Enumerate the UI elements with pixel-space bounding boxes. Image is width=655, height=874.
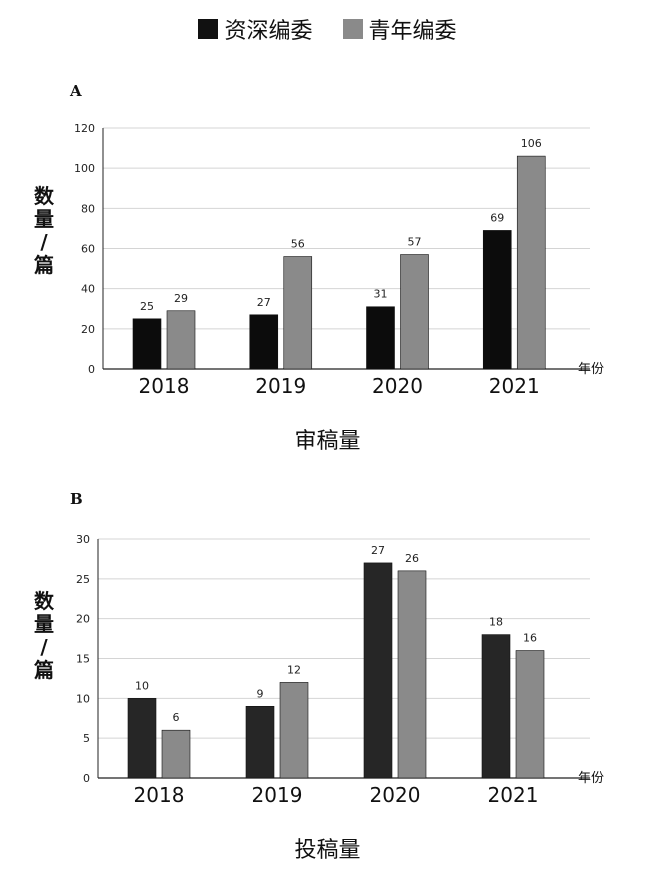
panel-a-ylabel-char: / [40,230,48,254]
panel-a-bar-junior [516,155,546,370]
panel-b-category-label: 2021 [488,783,539,807]
panel-a-letter: A [70,82,82,100]
panel-a-bar-value-label: 29 [174,292,188,305]
panel-a-bar-value-label: 57 [408,236,422,249]
panel-a-ytick-label: 80 [81,202,95,215]
legend-label-junior: 青年编委 [368,19,457,44]
panel-b-ylabel-char: 数 [34,589,54,613]
panel-b-bar-value-label: 10 [135,679,149,692]
panel-a-bar-value-label: 106 [521,137,542,150]
panel-b-bar-value-label: 9 [257,687,264,700]
panel-b-ytick-label: 0 [83,772,90,785]
panel-b-ylabel-char: / [40,635,48,659]
panel-b-letter: B [70,490,83,508]
panel-a-category-label: 2021 [489,374,540,398]
panel-b-bar-senior [363,562,393,779]
panel-a-bar-value-label: 25 [140,300,154,313]
legend-item-senior: 资深编委 [198,13,313,45]
legend-item-junior: 青年编委 [342,13,457,45]
panel-a-bar-senior [366,306,395,370]
panel-b-ytick-label: 5 [83,732,90,745]
panel-a-category-label: 2020 [372,374,423,398]
panel-b-bar-value-label: 27 [371,544,385,557]
panel-b-ytick-label: 25 [76,573,90,586]
panel-b-bar-value-label: 12 [287,663,301,676]
panel-a-ytick-label: 20 [81,323,95,336]
panel-b-ylabel-char: 篇 [34,658,54,682]
panel-a-bar-junior [283,256,313,370]
panel-a-ytick-label: 60 [81,243,95,256]
panel-a-bar-junior [400,254,429,370]
panel-b-x-unit: 年份 [578,771,604,786]
panel-a-category-label: 2018 [139,374,190,398]
panel-b-bar-senior [481,634,511,779]
panel-b-category-label: 2020 [370,783,421,807]
panel-a-ylabel-char: 篇 [34,253,54,277]
panel-b-bar-junior [161,729,191,779]
panel-a-bar-senior [249,314,279,370]
panel-a-ytick-label: 120 [74,122,95,135]
legend-swatch-junior [342,19,363,39]
panel-b-bar-junior [397,570,427,779]
panel-b-ytick-label: 30 [76,533,90,546]
panel-a-ytick-label: 0 [88,363,95,376]
panel-b-bar-senior [127,698,157,779]
panel-b-chart: 0 5 10 15 20 25 30 年份 10 6 2018 9 12 2019 27 26 2020 18 16… [76,533,604,807]
legend: 资深编委 青年编委 [0,12,655,46]
panel-b-bar-value-label: 26 [405,552,419,565]
panel-a-caption: 审稿量 [294,429,361,454]
panel-a-bar-junior [166,310,196,370]
panel-b-ytick-label: 10 [76,692,90,705]
panel-b-ylabel-char: 量 [34,612,54,636]
panel-b-caption: 投稿量 [294,838,361,863]
panel-a-bar-value-label: 27 [257,296,271,309]
panel-b-bar-junior [279,682,309,779]
panel-b-ylabel: 数 量 / 篇 [32,590,56,682]
panel-a-ylabel-char: 量 [34,207,54,231]
panel-b-ytick-label: 20 [76,613,90,626]
panel-b-bar-senior [245,705,275,779]
panel-b-category-label: 2018 [134,783,185,807]
panel-a-x-unit: 年份 [578,362,604,377]
legend-swatch-senior [198,19,219,39]
panel-a-bar-value-label: 31 [374,288,388,301]
panel-a-bar-senior [132,318,162,370]
panel-b-ytick-label: 15 [76,653,90,666]
panel-b-bar-value-label: 16 [523,632,537,645]
panel-a-ylabel: 数 量 / 篇 [32,185,56,277]
panel-b-bar-value-label: 18 [489,616,503,629]
panel-a-ylabel-char: 数 [34,184,54,208]
panel-b-category-label: 2019 [252,783,303,807]
panel-a-bar-senior [482,230,512,370]
panel-a-ytick-label: 100 [74,162,95,175]
legend-label-senior: 资深编委 [224,19,313,44]
panel-a-ytick-label: 40 [81,283,95,296]
panel-b-bar-junior [515,650,545,779]
panel-a-category-label: 2019 [255,374,306,398]
panel-b-bar-value-label: 6 [173,711,180,724]
panel-a-chart: 0 20 40 60 80 100 120 年份 25 29 2018 27 56 2019 31 57 202… [74,122,604,398]
panel-a-bar-value-label: 69 [490,211,504,224]
panel-a-bar-value-label: 56 [291,238,305,251]
